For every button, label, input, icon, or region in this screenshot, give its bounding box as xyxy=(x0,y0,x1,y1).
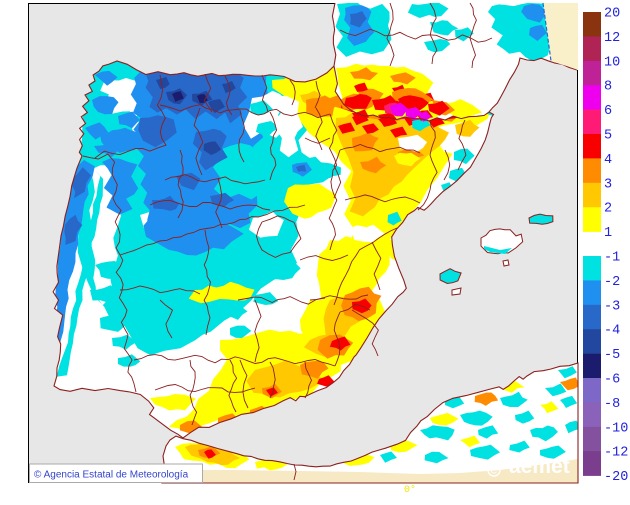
svg-text:C: C xyxy=(491,466,498,476)
svg-text:-6: -6 xyxy=(604,373,620,388)
svg-text:3: 3 xyxy=(604,177,612,192)
svg-text:4: 4 xyxy=(604,153,612,168)
svg-text:8: 8 xyxy=(604,80,612,95)
svg-text:aemet: aemet xyxy=(509,455,570,478)
svg-text:-12: -12 xyxy=(604,446,628,461)
svg-text:-8: -8 xyxy=(604,397,620,412)
svg-text:6: 6 xyxy=(604,104,612,119)
svg-text:© Agencia Estatal de Meteorolo: © Agencia Estatal de Meteorología xyxy=(34,470,189,481)
svg-text:-5: -5 xyxy=(604,348,620,363)
svg-text:2: 2 xyxy=(604,202,612,217)
svg-text:-1: -1 xyxy=(604,251,620,266)
svg-text:-2: -2 xyxy=(604,275,620,290)
svg-text:-4: -4 xyxy=(604,324,620,339)
svg-text:-20: -20 xyxy=(604,470,628,485)
svg-text:-10: -10 xyxy=(604,421,628,436)
svg-text:5: 5 xyxy=(604,129,612,144)
svg-text:10: 10 xyxy=(604,55,620,70)
svg-text:12: 12 xyxy=(604,31,620,46)
svg-text:1: 1 xyxy=(604,226,612,241)
svg-text:20: 20 xyxy=(604,7,620,22)
svg-text:0°: 0° xyxy=(404,484,416,496)
svg-text:-3: -3 xyxy=(604,299,620,314)
